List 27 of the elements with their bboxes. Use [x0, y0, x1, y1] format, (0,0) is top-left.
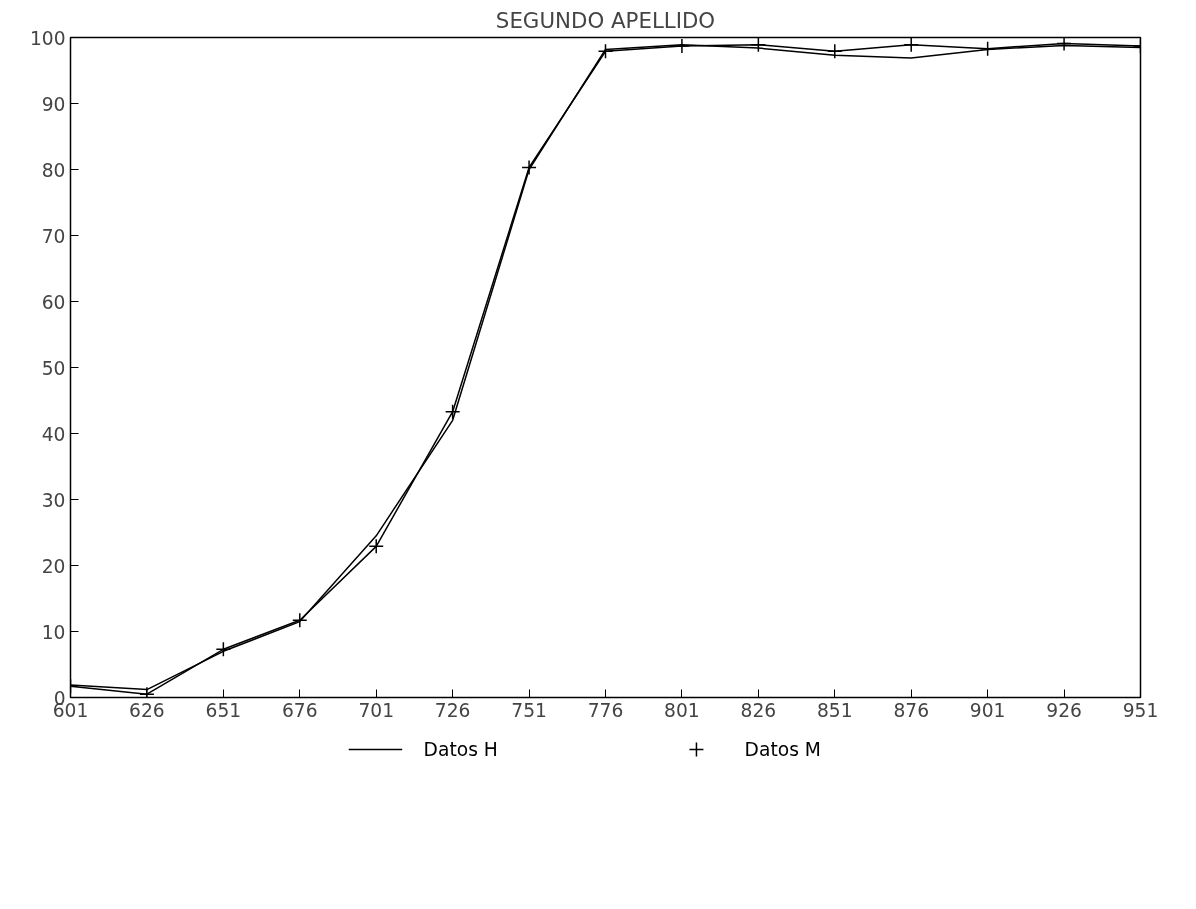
- y-tick-label: 30: [41, 489, 66, 511]
- y-tick-label: 90: [41, 93, 66, 115]
- x-tick-label: 726: [434, 699, 471, 721]
- x-tick-label: 826: [740, 699, 777, 721]
- y-tick-label: 80: [41, 159, 66, 181]
- x-tick-label: 901: [969, 699, 1006, 721]
- x-tick-label: 651: [205, 699, 242, 721]
- x-tick-label: 951: [1122, 699, 1159, 721]
- x-tick-label: 751: [511, 699, 547, 721]
- x-tick-label: 876: [893, 699, 930, 721]
- x-tick-label: 926: [1046, 699, 1082, 721]
- legend-label: Datos M: [744, 739, 821, 760]
- x-tick-label: 676: [281, 699, 318, 721]
- y-tick-label: 10: [41, 621, 66, 643]
- x-tick-label: 801: [664, 699, 700, 721]
- y-tick-label: 70: [41, 225, 66, 247]
- x-tick-label: 701: [358, 699, 395, 721]
- x-tick-label: 851: [816, 699, 853, 721]
- x-tick-label: 626: [129, 699, 165, 721]
- y-tick-label: 100: [29, 27, 66, 49]
- chart-title: SEGUNDO APELLIDO: [495, 7, 716, 33]
- y-tick-label: 60: [41, 291, 66, 313]
- y-tick-label: 20: [41, 555, 66, 577]
- x-tick-label: 776: [587, 699, 624, 721]
- y-tick-label: 40: [41, 423, 66, 445]
- y-tick-label: 50: [41, 357, 66, 379]
- legend-label: Datos H: [423, 739, 498, 760]
